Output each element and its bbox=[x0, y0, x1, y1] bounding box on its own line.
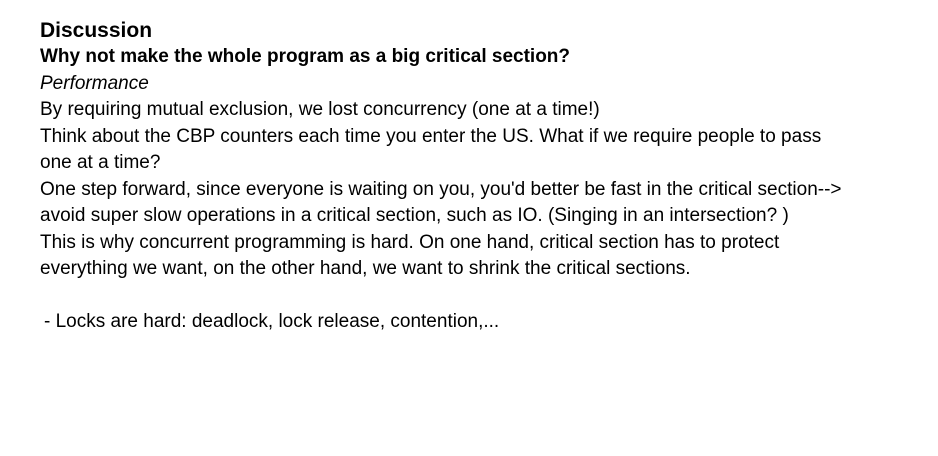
text-line: everything we want, on the other hand, w… bbox=[40, 258, 691, 279]
text-line: By requiring mutual exclusion, we lost c… bbox=[40, 99, 600, 120]
document-body: Discussion Why not make the whole progra… bbox=[40, 17, 920, 335]
text-line: Think about the CBP counters each time y… bbox=[40, 125, 822, 147]
discussion-question: Why not make the whole program as a big … bbox=[40, 46, 571, 67]
section-heading: Discussion bbox=[40, 19, 153, 42]
bullet-item: - Locks are hard: deadlock, lock release… bbox=[44, 310, 500, 332]
text-line: This is why concurrent programming is ha… bbox=[40, 231, 780, 253]
text-line: avoid super slow operations in a critica… bbox=[40, 205, 789, 226]
text-line: One step forward, since everyone is wait… bbox=[40, 178, 842, 200]
paragraph-gap bbox=[40, 283, 920, 309]
text-line: one at a time? bbox=[40, 152, 161, 173]
answer-label: Performance bbox=[40, 72, 149, 94]
